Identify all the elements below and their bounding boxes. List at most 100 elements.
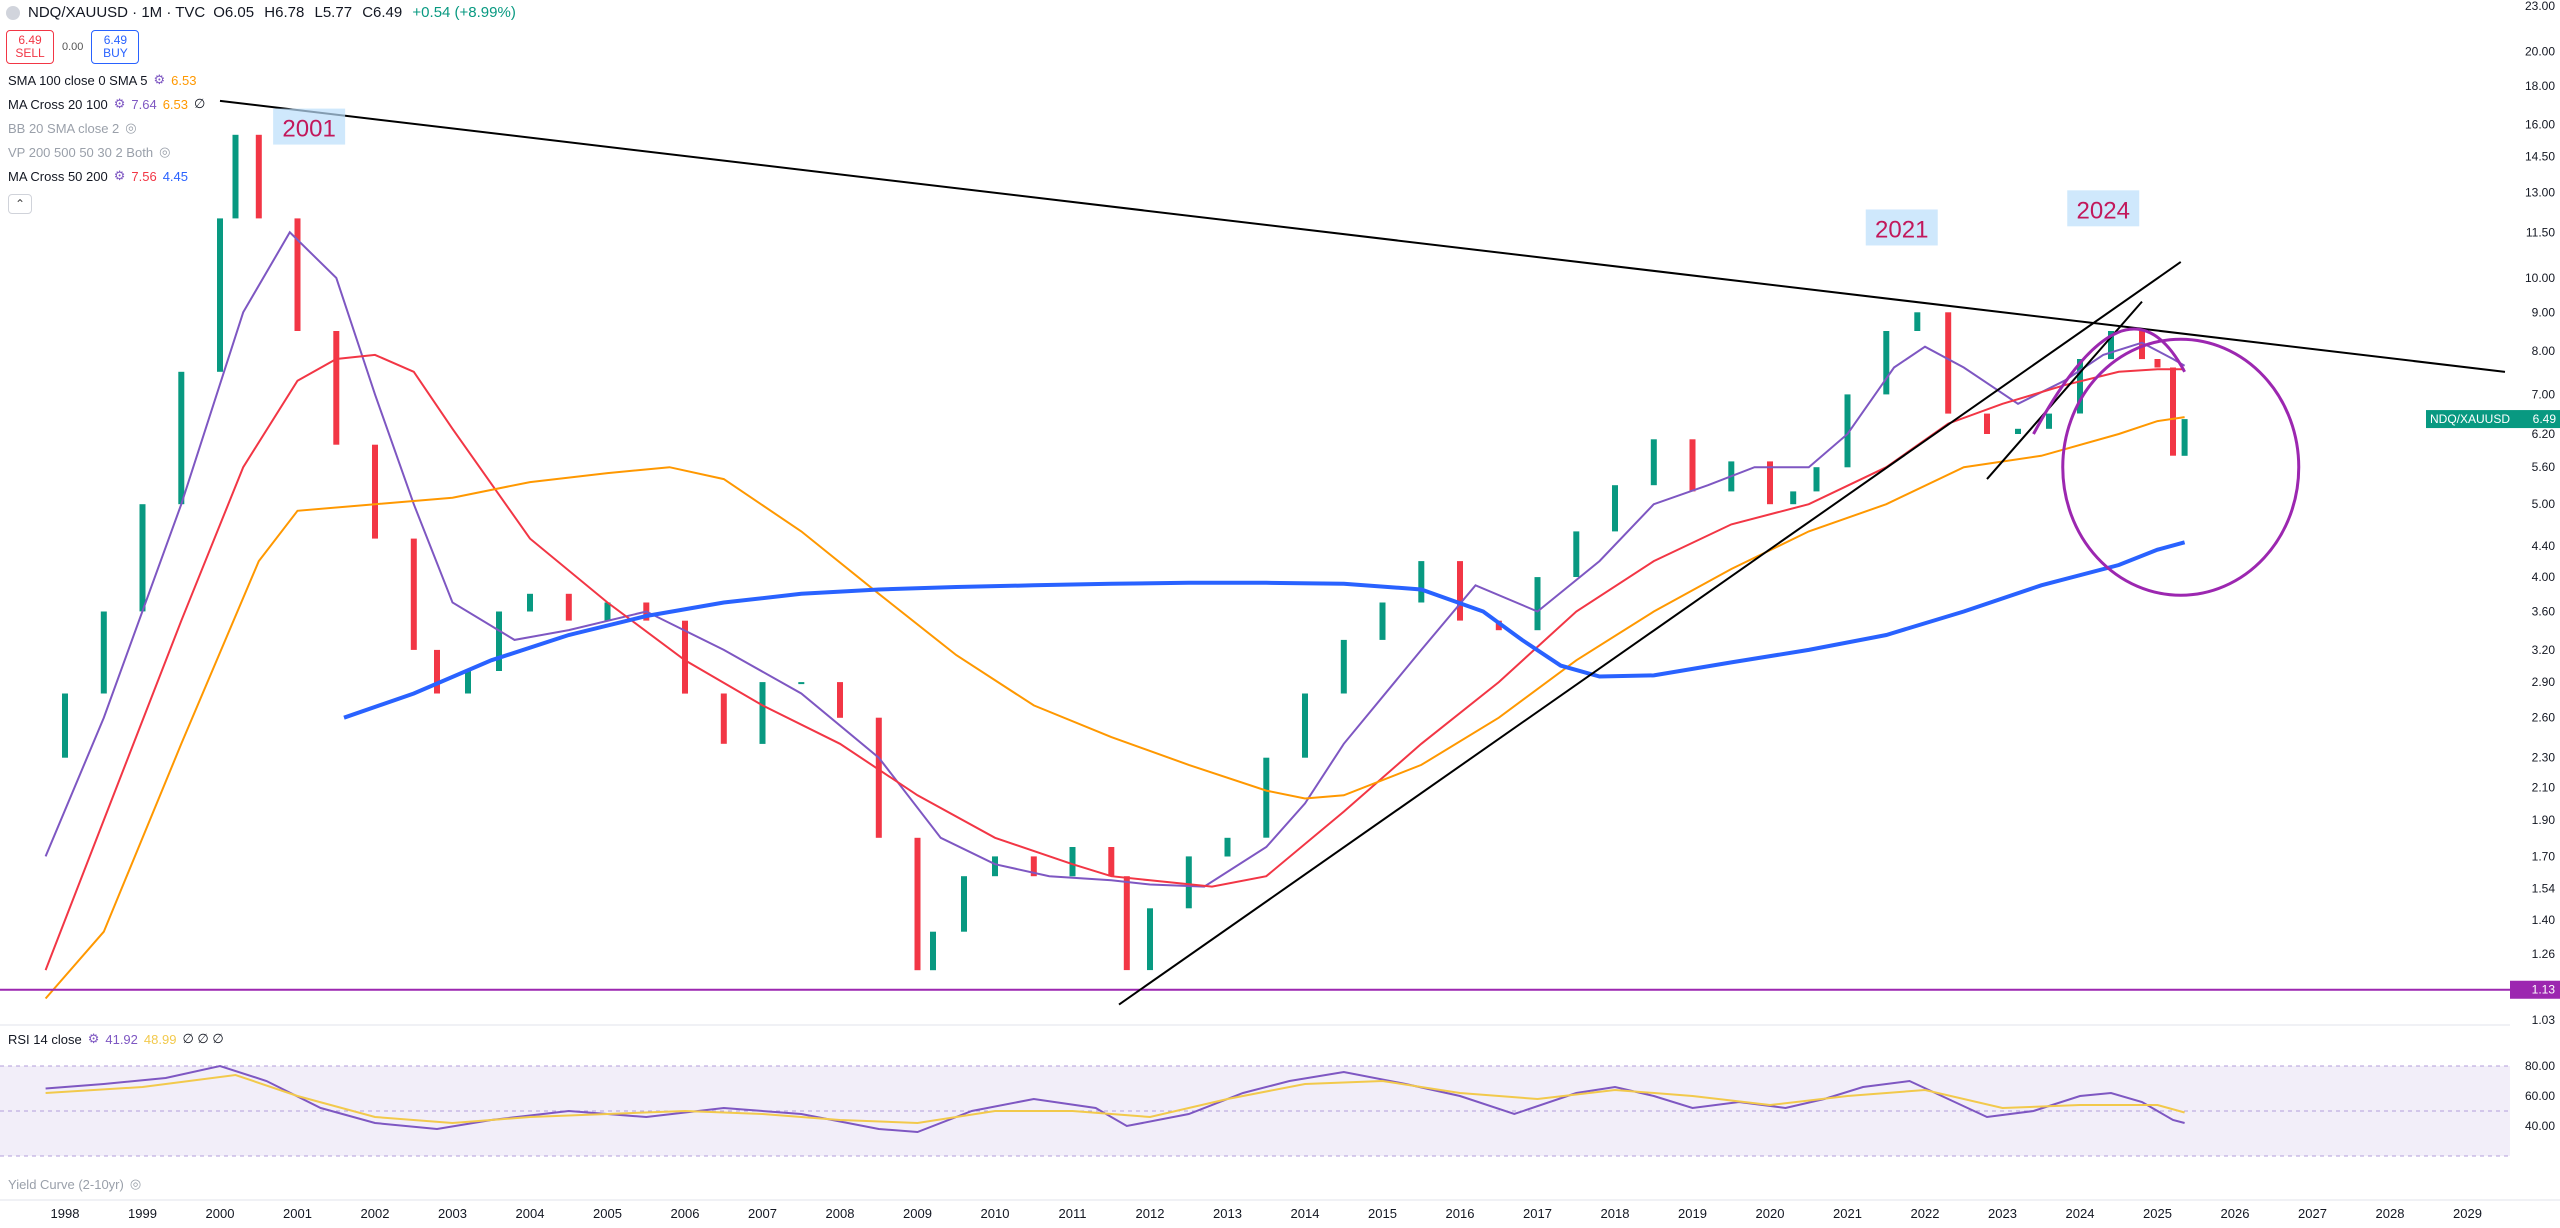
price-candle bbox=[720, 693, 727, 744]
annotation-label: 2024 bbox=[2077, 197, 2130, 224]
price-candle bbox=[1185, 856, 1192, 909]
time-tick-label: 2002 bbox=[361, 1206, 390, 1221]
price-tick-label: 9.00 bbox=[2532, 305, 2556, 319]
price-candle bbox=[2170, 367, 2176, 456]
collapse-legend-button[interactable]: ⌃ bbox=[8, 194, 32, 214]
price-candle bbox=[178, 371, 185, 505]
price-tick-label: 10.00 bbox=[2525, 271, 2555, 285]
annotation-box[interactable] bbox=[273, 108, 346, 145]
price-candle bbox=[1573, 531, 1580, 577]
indicator-row[interactable]: MA Cross 50 200 ⚙ 7.56 4.45 bbox=[8, 168, 188, 184]
yield-curve-legend[interactable]: Yield Curve (2-10yr) ◎ bbox=[8, 1176, 141, 1192]
price-candle bbox=[1650, 439, 1657, 486]
price-tick-label: 14.50 bbox=[2525, 150, 2555, 164]
price-candle bbox=[1844, 394, 1851, 468]
indicator-row[interactable]: VP 200 500 50 30 2 Both ◎ bbox=[8, 144, 170, 160]
hidden-eye-icon[interactable]: ◎ bbox=[129, 1176, 142, 1191]
price-candle bbox=[992, 856, 998, 877]
price-candle bbox=[682, 620, 688, 694]
price-candle bbox=[2154, 359, 2161, 368]
time-tick-label: 2028 bbox=[2376, 1206, 2405, 1221]
rsi-line bbox=[45, 1064, 2185, 1134]
price-tick-label: 5.00 bbox=[2532, 497, 2556, 511]
trendline-channel[interactable] bbox=[1986, 300, 2143, 480]
annotation-label: 2001 bbox=[282, 116, 335, 143]
trendline-resistance[interactable] bbox=[219, 99, 2506, 373]
last-price-value: 6.49 bbox=[2533, 412, 2557, 426]
annotation-box[interactable] bbox=[2067, 190, 2140, 227]
price-candle bbox=[434, 649, 440, 694]
price-tick-label: 8.00 bbox=[2532, 344, 2556, 358]
price-candle bbox=[1984, 413, 1990, 434]
time-tick-label: 2011 bbox=[1059, 1206, 1087, 1221]
indicator-name: SMA 100 close 0 SMA 5 bbox=[8, 72, 148, 88]
open-value: O6.05 bbox=[213, 4, 255, 21]
price-tick-label: 2.10 bbox=[2532, 780, 2556, 794]
price-tick-label: 3.20 bbox=[2532, 643, 2556, 657]
rsi-tick-label: 80.00 bbox=[2525, 1059, 2555, 1073]
low-value: L5.77 bbox=[314, 4, 353, 21]
price-candle bbox=[2015, 428, 2021, 434]
sell-button[interactable]: 6.49 SELL bbox=[6, 30, 54, 64]
hidden-eye-icon[interactable]: ◎ bbox=[159, 144, 171, 159]
sell-label: SELL bbox=[15, 46, 45, 60]
settings-icon[interactable]: ⚙ bbox=[113, 96, 126, 111]
last-price-symbol: NDQ/XAUUSD bbox=[2430, 412, 2510, 426]
symbol-title[interactable]: NDQ/XAUUSD · 1M · TVC bbox=[28, 4, 206, 21]
price-tick-label: 1.40 bbox=[2532, 913, 2556, 927]
time-tick-label: 2010 bbox=[981, 1206, 1010, 1221]
indicator-name: MA Cross 50 200 bbox=[8, 168, 108, 184]
rsi-tick-label: 40.00 bbox=[2525, 1119, 2555, 1133]
indicator-row[interactable]: SMA 100 close 0 SMA 5 ⚙ 6.53 bbox=[8, 72, 196, 88]
settings-icon[interactable]: ⚙ bbox=[113, 168, 126, 183]
indicator-row[interactable]: MA Cross 20 100 ⚙ 7.64 6.53 ∅ bbox=[8, 96, 205, 112]
hidden-eye-icon[interactable]: ◎ bbox=[125, 120, 137, 135]
highlight-arc[interactable] bbox=[2032, 327, 2186, 435]
indicator-name: MA Cross 20 100 bbox=[8, 96, 108, 112]
price-candle bbox=[496, 611, 502, 671]
buy-button[interactable]: 6.49 BUY bbox=[91, 30, 140, 64]
spread-value: 0.00 bbox=[62, 41, 84, 53]
price-axis[interactable] bbox=[2510, 0, 2560, 1200]
price-candle bbox=[1123, 876, 1130, 971]
price-candle bbox=[1914, 312, 1921, 331]
price-candle bbox=[1263, 757, 1270, 838]
price-candle bbox=[62, 693, 68, 758]
price-candle bbox=[1379, 602, 1386, 640]
ma200-line bbox=[343, 540, 2186, 720]
time-tick-label: 2025 bbox=[2143, 1206, 2172, 1221]
price-candle bbox=[930, 931, 936, 971]
indicator-value: 7.64 bbox=[131, 96, 157, 112]
time-tick-label: 2003 bbox=[438, 1206, 467, 1221]
time-tick-label: 2027 bbox=[2298, 1206, 2327, 1221]
settings-icon[interactable]: ⚙ bbox=[87, 1031, 100, 1046]
price-candle bbox=[1534, 577, 1541, 631]
price-candle bbox=[1302, 693, 1308, 758]
indicator-row[interactable]: BB 20 SMA close 2 ◎ bbox=[8, 120, 137, 136]
price-candle bbox=[604, 602, 611, 621]
settings-icon[interactable]: ⚙ bbox=[153, 72, 166, 87]
annotation-label: 2021 bbox=[1875, 216, 1928, 243]
highlight-circle[interactable] bbox=[2061, 337, 2301, 597]
indicator-value: 4.45 bbox=[162, 168, 188, 184]
price-candle bbox=[1767, 461, 1773, 505]
price-tick-label: 7.00 bbox=[2532, 387, 2556, 401]
price-candle bbox=[2077, 359, 2083, 414]
price-candle bbox=[2046, 413, 2052, 429]
time-tick-label: 2013 bbox=[1213, 1206, 1242, 1221]
price-tick-label: 11.50 bbox=[2526, 225, 2555, 239]
annotation-box[interactable] bbox=[1865, 209, 1938, 246]
trendline-support[interactable] bbox=[1118, 261, 2182, 1006]
price-candle bbox=[217, 218, 223, 372]
price-tick-label: 1.03 bbox=[2532, 1013, 2556, 1027]
buy-price: 6.49 bbox=[103, 33, 128, 47]
price-candle bbox=[1790, 491, 1797, 505]
high-value: H6.78 bbox=[264, 4, 305, 21]
change-value: +0.54 (+8.99%) bbox=[412, 4, 516, 21]
rsi-legend[interactable]: RSI 14 close ⚙ 41.92 48.99 ∅ ∅ ∅ bbox=[8, 1031, 224, 1047]
time-tick-label: 2009 bbox=[903, 1206, 932, 1221]
price-candle bbox=[2181, 419, 2188, 456]
rsi-value: 41.92 bbox=[105, 1031, 138, 1047]
price-candle bbox=[1340, 639, 1347, 694]
